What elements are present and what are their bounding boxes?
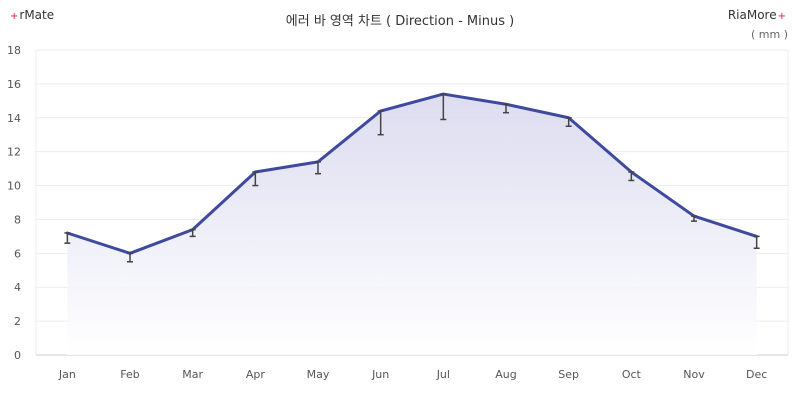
y-tick-label: 14 bbox=[7, 112, 21, 125]
x-tick-label: Jun bbox=[371, 368, 389, 381]
y-tick-label: 12 bbox=[7, 146, 21, 159]
y-tick-label: 4 bbox=[14, 281, 21, 294]
error-bar-nov bbox=[691, 215, 697, 222]
brand-right-label: RiaMore bbox=[727, 8, 777, 22]
area-fill bbox=[67, 94, 757, 356]
error-bar-oct bbox=[628, 171, 635, 182]
x-tick-label: Nov bbox=[683, 368, 705, 381]
x-tick-label: Apr bbox=[246, 368, 266, 381]
x-tick-label: Sep bbox=[558, 368, 579, 381]
error-bar-dec bbox=[753, 235, 760, 249]
error-bar-layer bbox=[64, 93, 760, 263]
error-bar-feb bbox=[127, 252, 133, 263]
y-tick-label: 18 bbox=[7, 44, 21, 57]
x-tick-label: Jan bbox=[58, 368, 76, 381]
x-tick-label: Aug bbox=[495, 368, 516, 381]
series-line bbox=[65, 92, 759, 255]
error-bar-jan bbox=[64, 232, 71, 244]
error-bar-mar bbox=[189, 228, 196, 238]
error-bar-apr bbox=[252, 171, 259, 187]
logo-plus-icon: + bbox=[10, 11, 19, 22]
x-tick-label: Dec bbox=[746, 368, 767, 381]
unit-label: ( mm ) bbox=[750, 28, 788, 41]
x-tick-label: Oct bbox=[622, 368, 642, 381]
chart-title: 에러 바 영역 차트 ( Direction - Minus ) bbox=[285, 14, 515, 29]
x-tick-label: Jul bbox=[436, 368, 450, 381]
error-bar-aug bbox=[503, 103, 509, 114]
y-tick-label: 10 bbox=[7, 180, 21, 193]
y-tick-label: 6 bbox=[14, 247, 21, 260]
x-tick-label: Mar bbox=[182, 368, 203, 381]
x-tick-label: May bbox=[307, 368, 330, 381]
axis-layer: 0 2 4 6 8 10 12 14 16 18 Jan Feb Mar Apr May Jun Jul Aug S… bbox=[7, 44, 767, 381]
error-bar-jul bbox=[440, 93, 447, 121]
area-layer bbox=[65, 92, 759, 356]
logo-plus-icon-right: + bbox=[777, 11, 786, 22]
error-bar-may bbox=[315, 161, 321, 175]
y-tick-label: 16 bbox=[7, 78, 21, 91]
y-tick-label: 8 bbox=[14, 213, 21, 226]
x-tick-label: Feb bbox=[120, 368, 139, 381]
brand-left-label: rMate bbox=[19, 8, 55, 22]
y-tick-label: 0 bbox=[14, 349, 21, 362]
y-tick-label: 2 bbox=[14, 315, 21, 328]
brand-logo-right: RiaMore+ bbox=[728, 8, 786, 22]
error-bar-sep bbox=[565, 117, 572, 127]
brand-logo-left: +rMate bbox=[10, 8, 54, 22]
error-bar-jun bbox=[377, 110, 384, 136]
